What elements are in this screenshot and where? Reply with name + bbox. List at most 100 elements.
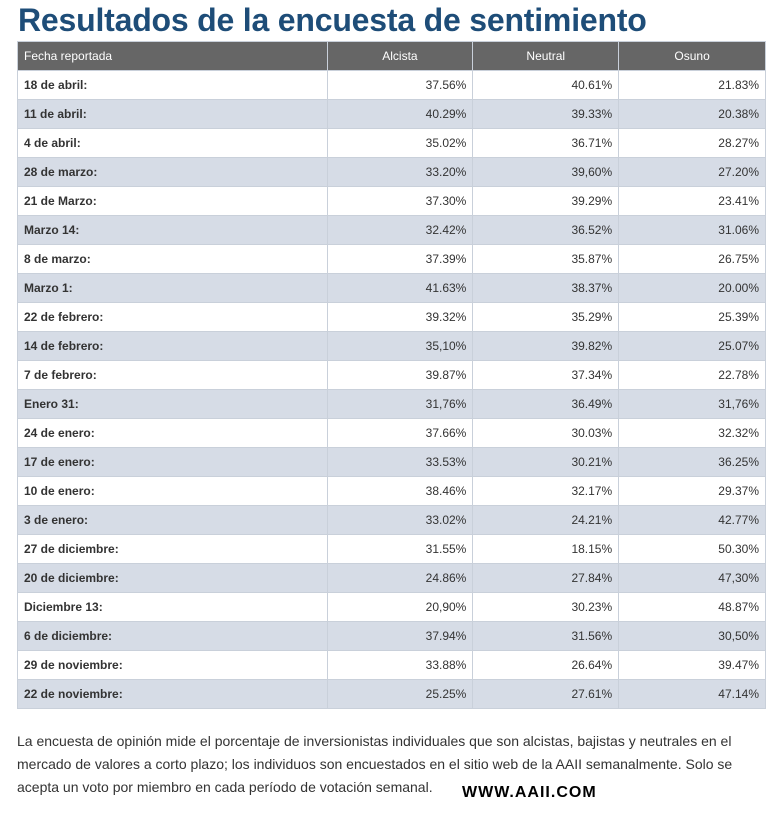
cell-bearish: 42.77% — [618, 505, 766, 535]
table-row: 29 de noviembre: 33.88% 26.64% 39.47% — [17, 650, 766, 680]
cell-bullish: 37.39% — [326, 244, 474, 274]
cell-bullish: 33.88% — [326, 650, 474, 680]
cell-bullish: 25.25% — [326, 679, 474, 709]
cell-bearish: 36.25% — [618, 447, 766, 477]
cell-neutral: 35.87% — [472, 244, 620, 274]
cell-neutral: 24.21% — [472, 505, 620, 535]
cell-date: 24 de enero: — [17, 418, 328, 448]
cell-bullish: 33.20% — [326, 157, 474, 187]
cell-bearish: 31.06% — [618, 215, 766, 245]
sentiment-table: Fecha reportada Alcista Neutral Osuno 18… — [17, 41, 766, 709]
cell-date: 22 de febrero: — [17, 302, 328, 332]
cell-neutral: 26.64% — [472, 650, 620, 680]
table-row: 7 de febrero: 39.87% 37.34% 22.78% — [17, 360, 766, 390]
cell-neutral: 36.52% — [472, 215, 620, 245]
cell-neutral: 35.29% — [472, 302, 620, 332]
table-row: 4 de abril: 35.02% 36.71% 28.27% — [17, 128, 766, 158]
cell-bearish: 47,30% — [618, 563, 766, 593]
cell-bearish: 28.27% — [618, 128, 766, 158]
cell-date: 4 de abril: — [17, 128, 328, 158]
cell-date: 7 de febrero: — [17, 360, 328, 390]
cell-bullish: 38.46% — [326, 476, 474, 506]
cell-neutral: 30.03% — [472, 418, 620, 448]
cell-bullish: 32.42% — [326, 215, 474, 245]
cell-bearish: 23.41% — [618, 186, 766, 216]
cell-date: 10 de enero: — [17, 476, 328, 506]
cell-date: 3 de enero: — [17, 505, 328, 535]
cell-date: Enero 31: — [17, 389, 328, 419]
cell-bullish: 31.55% — [326, 534, 474, 564]
page-title: Resultados de la encuesta de sentimiento — [18, 2, 647, 38]
cell-bearish: 26.75% — [618, 244, 766, 274]
cell-neutral: 39.82% — [472, 331, 620, 361]
cell-neutral: 39.33% — [472, 99, 620, 129]
table-row: 11 de abril: 40.29% 39.33% 20.38% — [17, 99, 766, 129]
table-row: 27 de diciembre: 31.55% 18.15% 50.30% — [17, 534, 766, 564]
table-row: Enero 31: 31,76% 36.49% 31,76% — [17, 389, 766, 419]
cell-neutral: 39.29% — [472, 186, 620, 216]
cell-bullish: 33.53% — [326, 447, 474, 477]
cell-date: 17 de enero: — [17, 447, 328, 477]
cell-bearish: 29.37% — [618, 476, 766, 506]
table-row: Marzo 14: 32.42% 36.52% 31.06% — [17, 215, 766, 245]
cell-bearish: 32.32% — [618, 418, 766, 448]
cell-date: Marzo 1: — [17, 273, 328, 303]
cell-bullish: 39.87% — [326, 360, 474, 390]
cell-bullish: 37.56% — [326, 70, 474, 100]
table-row: 17 de enero: 33.53% 30.21% 36.25% — [17, 447, 766, 477]
cell-neutral: 32.17% — [472, 476, 620, 506]
cell-bullish: 37.30% — [326, 186, 474, 216]
table-row: 14 de febrero: 35,10% 39.82% 25.07% — [17, 331, 766, 361]
cell-bearish: 21.83% — [618, 70, 766, 100]
table-row: 8 de marzo: 37.39% 35.87% 26.75% — [17, 244, 766, 274]
cell-bearish: 50.30% — [618, 534, 766, 564]
cell-bullish: 37.94% — [326, 621, 474, 651]
cell-bullish: 40.29% — [326, 99, 474, 129]
cell-bullish: 20,90% — [326, 592, 474, 622]
cell-neutral: 30.21% — [472, 447, 620, 477]
cell-date: Marzo 14: — [17, 215, 328, 245]
header-date: Fecha reportada — [17, 41, 328, 71]
cell-bullish: 31,76% — [326, 389, 474, 419]
cell-date: 11 de abril: — [17, 99, 328, 129]
cell-bullish: 24.86% — [326, 563, 474, 593]
watermark: WWW.AAII.COM — [462, 784, 597, 801]
cell-date: 27 de diciembre: — [17, 534, 328, 564]
table-row: 6 de diciembre: 37.94% 31.56% 30,50% — [17, 621, 766, 651]
cell-neutral: 30.23% — [472, 592, 620, 622]
cell-date: 18 de abril: — [17, 70, 328, 100]
description-text: La encuesta de opinión mide el porcentaj… — [17, 733, 733, 795]
cell-date: 22 de noviembre: — [17, 679, 328, 709]
cell-date: 8 de marzo: — [17, 244, 328, 274]
table-row: 28 de marzo: 33.20% 39,60% 27.20% — [17, 157, 766, 187]
cell-date: 21 de Marzo: — [17, 186, 328, 216]
cell-neutral: 18.15% — [472, 534, 620, 564]
cell-bearish: 31,76% — [618, 389, 766, 419]
cell-bullish: 33.02% — [326, 505, 474, 535]
table-row: 3 de enero: 33.02% 24.21% 42.77% — [17, 505, 766, 535]
cell-bearish: 25.39% — [618, 302, 766, 332]
cell-date: 28 de marzo: — [17, 157, 328, 187]
cell-date: 29 de noviembre: — [17, 650, 328, 680]
table-row: 18 de abril: 37.56% 40.61% 21.83% — [17, 70, 766, 100]
cell-neutral: 36.71% — [472, 128, 620, 158]
table-row: 22 de noviembre: 25.25% 27.61% 47.14% — [17, 679, 766, 709]
cell-bullish: 35.02% — [326, 128, 474, 158]
cell-bearish: 20.00% — [618, 273, 766, 303]
cell-bearish: 39.47% — [618, 650, 766, 680]
cell-neutral: 39,60% — [472, 157, 620, 187]
cell-date: 14 de febrero: — [17, 331, 328, 361]
cell-bearish: 30,50% — [618, 621, 766, 651]
cell-date: Diciembre 13: — [17, 592, 328, 622]
cell-neutral: 37.34% — [472, 360, 620, 390]
cell-neutral: 36.49% — [472, 389, 620, 419]
header-neutral: Neutral — [472, 41, 620, 71]
cell-bearish: 25.07% — [618, 331, 766, 361]
cell-neutral: 40.61% — [472, 70, 620, 100]
cell-bearish: 27.20% — [618, 157, 766, 187]
header-bearish: Osuno — [618, 41, 766, 71]
cell-bullish: 41.63% — [326, 273, 474, 303]
cell-date: 6 de diciembre: — [17, 621, 328, 651]
cell-neutral: 31.56% — [472, 621, 620, 651]
cell-neutral: 38.37% — [472, 273, 620, 303]
